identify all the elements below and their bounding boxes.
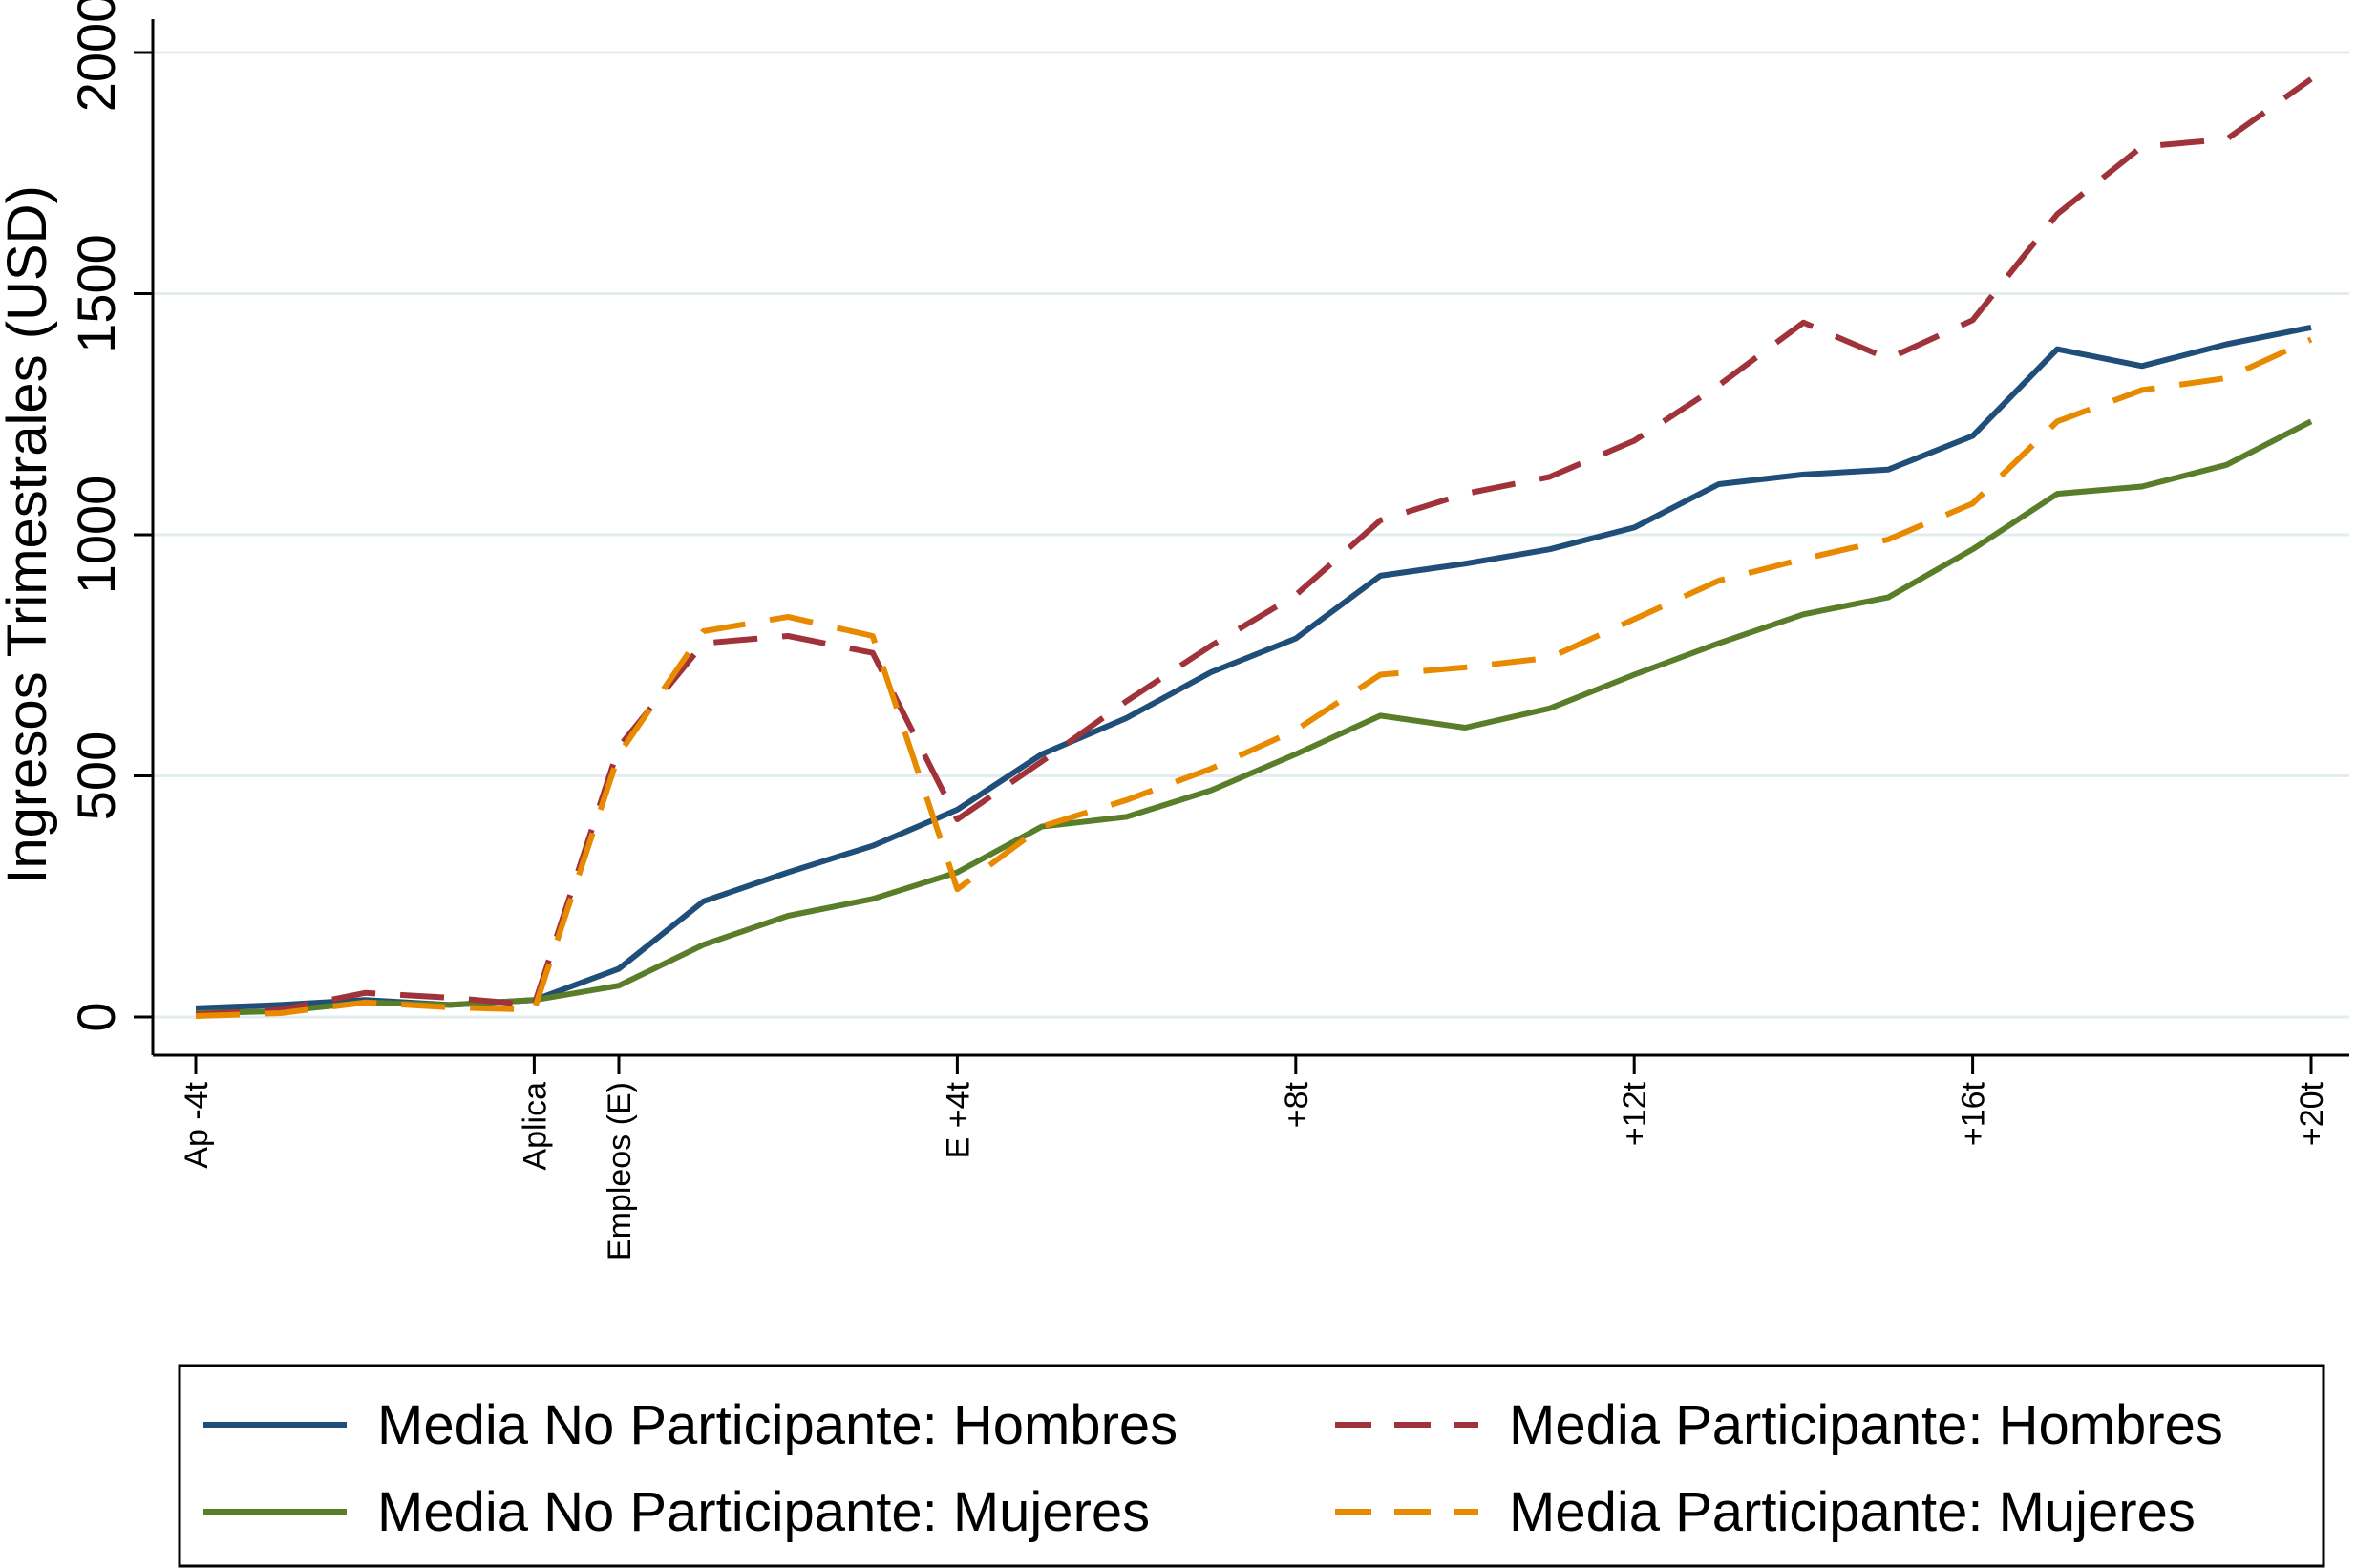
x-tick-label: Ap -4t — [179, 1081, 215, 1168]
series-line-1 — [195, 324, 2312, 1011]
series-line-4 — [195, 336, 2313, 1019]
y-tick-label: 2000 — [66, 0, 126, 112]
y-axis-title: Ingresos Trimestrales (USD) — [0, 185, 58, 884]
y-tick-label: 1000 — [66, 476, 126, 595]
legend-label: Media Participante: Hombres — [1509, 1394, 2223, 1456]
y-tick-label: 1500 — [66, 234, 126, 353]
x-tick-label: Empleos (E) — [602, 1082, 638, 1261]
legend-label: Media No Participante: Mujeres — [377, 1481, 1150, 1543]
series-lines — [195, 76, 2313, 1019]
legend: Media No Participante: Hombres Media Part… — [178, 1364, 2325, 1568]
x-tick-label: +16t — [1956, 1081, 1992, 1146]
x-tick-label: +12t — [1617, 1081, 1653, 1146]
series-line-2 — [195, 418, 2313, 1016]
y-tick-label: 0 — [66, 1002, 126, 1031]
y-tick-label: 500 — [66, 731, 126, 820]
x-tick-label: E +4t — [940, 1081, 976, 1158]
legend-box — [178, 1364, 2325, 1568]
legend-label: Media No Participante: Hombres — [377, 1394, 1178, 1456]
x-tick-label: Aplica — [517, 1082, 553, 1171]
axes: 0 500 1000 1500 2000 Ap -4t Aplica Empleos (E) E… — [66, 0, 2349, 1261]
x-tick-label: +8t — [1279, 1081, 1315, 1128]
x-tick-label: +20t — [2294, 1081, 2330, 1146]
legend-label: Media Participante: Mujeres — [1509, 1481, 2196, 1543]
gridlines — [153, 51, 2349, 1019]
series-line-3 — [195, 76, 2313, 1018]
